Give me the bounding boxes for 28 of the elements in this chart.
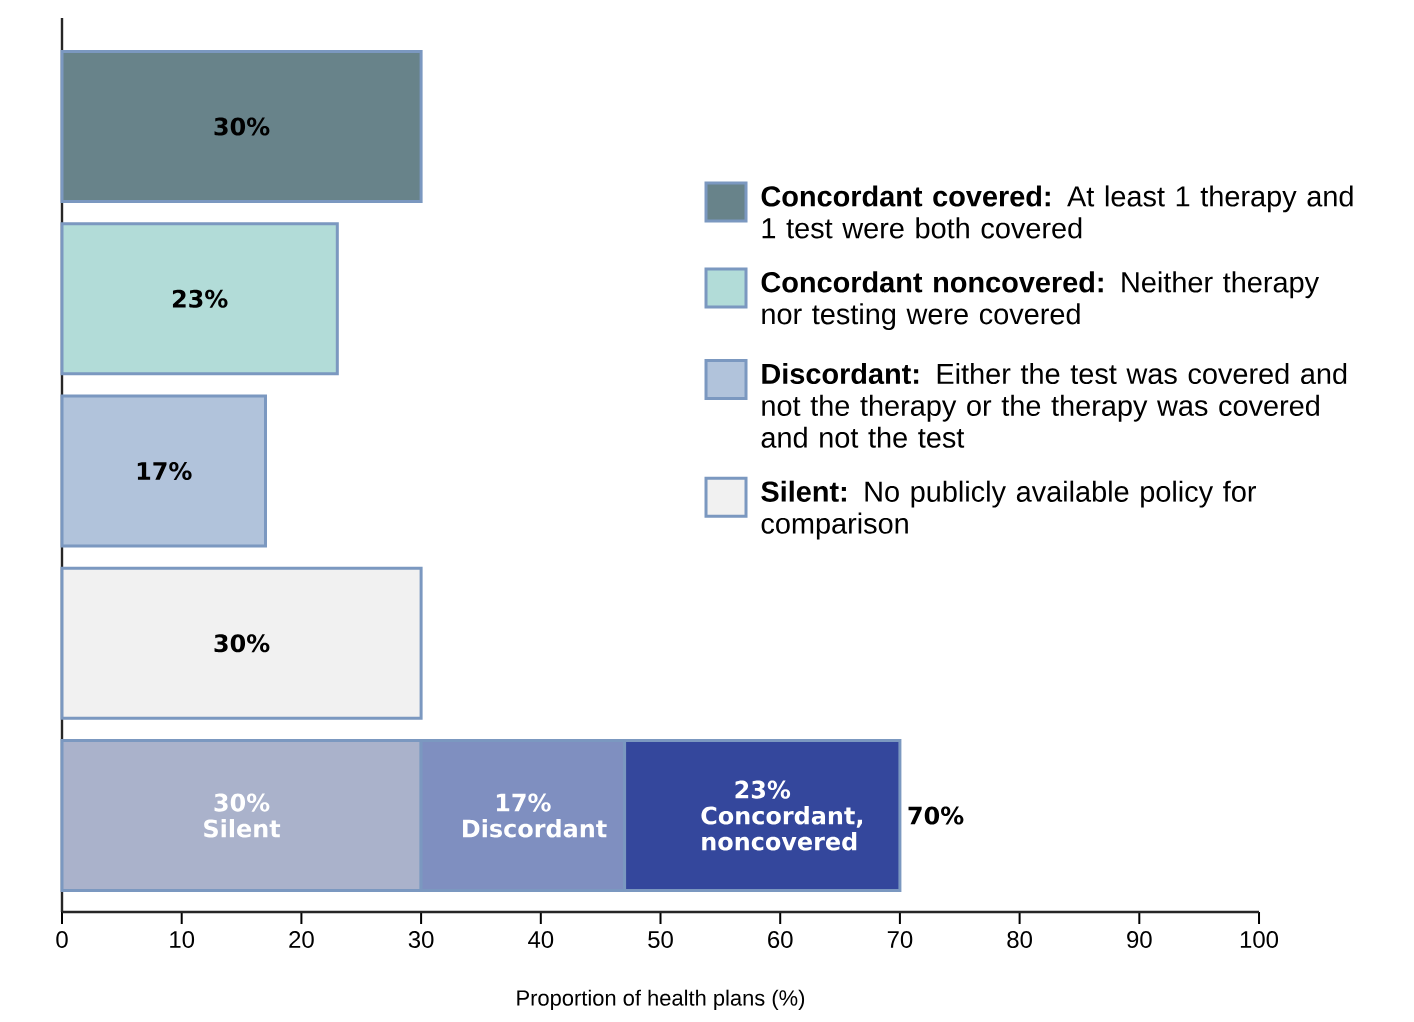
legend-label: Discordant: Either the test was covered and not the therapy or the therapy was covered and not the test [761, 362, 1347, 448]
x-tick-label: 40 [528, 931, 554, 948]
x-tick-label: 10 [170, 931, 195, 948]
data-label: 17% [137, 461, 192, 481]
legend-label: Silent: No publicly available policy for comparison [761, 480, 1256, 540]
x-tick-label: 30 [408, 931, 434, 948]
x-tick-label: 50 [648, 931, 673, 948]
x-tick-label: 70 [887, 931, 913, 948]
x-tick-label: 80 [1007, 931, 1032, 948]
x-tick-label: 20 [289, 931, 314, 948]
data-label: 17% Discordant [463, 793, 607, 838]
data-label: 23% [172, 289, 228, 308]
total-label: 70% [908, 806, 964, 825]
x-tick-label: 0 [56, 931, 68, 948]
x-tick-label: 90 [1127, 931, 1152, 948]
bar [60, 222, 339, 376]
bar [60, 566, 423, 720]
data-label: 23% Concordant, noncovered [701, 780, 863, 851]
data-label: 30% [214, 117, 270, 136]
bar [60, 50, 423, 203]
data-label: 30% [214, 634, 270, 653]
x-tick-label: 100 [1240, 931, 1279, 948]
x-tick-label: 60 [768, 931, 793, 948]
bar [60, 394, 267, 548]
legend-label: Concordant covered: At least 1 therapy and 1 test were both covered [761, 185, 1353, 239]
text: Concordant noncovered: Neither therapy nor testing were covered [761, 271, 1320, 331]
x-axis-title: Proportion of health plans (%) [517, 989, 805, 1011]
data-label: 30% Silent [204, 793, 281, 838]
